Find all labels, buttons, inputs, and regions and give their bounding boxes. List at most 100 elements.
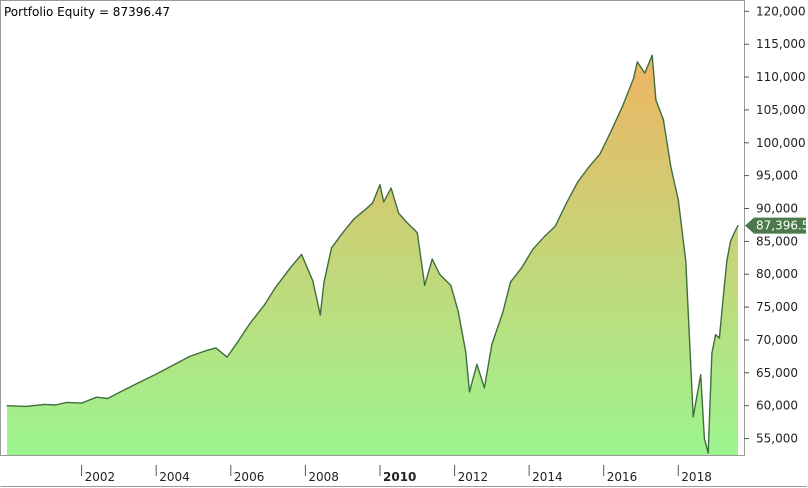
- x-tick-label: 2002: [85, 470, 116, 484]
- equity-point: [416, 232, 418, 234]
- y-tick-label: 95,000: [756, 169, 798, 183]
- equity-point: [424, 284, 426, 286]
- equity-point: [301, 253, 303, 256]
- x-tick-label: 2016: [607, 470, 638, 484]
- equity-point: [226, 356, 228, 358]
- equity-point: [692, 416, 694, 418]
- equity-point: [215, 347, 217, 349]
- equity-point: [43, 403, 45, 405]
- equity-point: [677, 199, 679, 201]
- y-tick-label: 55,000: [756, 432, 798, 446]
- equity-point: [107, 397, 109, 400]
- y-tick-label: 75,000: [756, 300, 798, 314]
- x-tick-label: 2010: [383, 470, 416, 484]
- equity-point: [118, 392, 120, 394]
- equity-point: [685, 260, 687, 262]
- equity-point: [577, 181, 579, 183]
- equity-point: [521, 267, 523, 269]
- equity-point: [703, 438, 706, 440]
- equity-point: [25, 405, 27, 407]
- equity-point: [651, 54, 653, 56]
- equity-point: [554, 225, 556, 227]
- equity-point: [491, 344, 493, 346]
- equity-point: [476, 363, 478, 365]
- equity-point: [81, 402, 83, 404]
- equity-point: [737, 225, 739, 227]
- y-tick-label: 90,000: [756, 202, 798, 216]
- equity-point: [610, 130, 612, 132]
- equity-point: [715, 334, 717, 336]
- equity-point: [136, 382, 139, 384]
- equity-point: [502, 311, 504, 313]
- equity-point: [66, 401, 68, 403]
- last-value-label: 87,396.5: [756, 219, 808, 233]
- equity-point: [274, 286, 277, 288]
- y-tick-label: 115,000: [756, 37, 806, 51]
- y-tick-label: 105,000: [756, 103, 806, 117]
- equity-point: [644, 72, 646, 74]
- equity-point: [670, 166, 672, 168]
- equity-point: [729, 240, 732, 242]
- equity-point: [543, 236, 545, 238]
- equity-point: [155, 373, 157, 375]
- equity-point: [54, 404, 57, 406]
- chart-title: Portfolio Equity = 87396.47: [4, 5, 170, 19]
- equity-point: [733, 232, 735, 234]
- equity-point: [483, 387, 485, 389]
- equity-area-fill: [7, 55, 738, 456]
- equity-point: [722, 298, 724, 300]
- y-tick-label: 70,000: [756, 333, 798, 347]
- equity-point: [312, 280, 314, 282]
- equity-point: [237, 340, 239, 342]
- equity-point: [633, 77, 635, 79]
- equity-point: [353, 218, 355, 220]
- equity-point: [289, 267, 291, 269]
- equity-point: [371, 202, 374, 204]
- equity-point: [405, 221, 407, 223]
- equity-point: [390, 187, 392, 189]
- equity-point: [379, 184, 381, 186]
- equity-point: [330, 247, 333, 249]
- y-tick-label: 110,000: [756, 70, 806, 84]
- equity-point: [319, 314, 321, 316]
- x-tick-label: 2006: [234, 470, 265, 484]
- equity-point: [662, 119, 665, 121]
- equity-point: [599, 153, 601, 155]
- x-tick-label: 2012: [458, 470, 489, 484]
- x-tick-label: 2004: [159, 470, 190, 484]
- equity-point: [342, 232, 344, 234]
- y-tick-label: 120,000: [756, 4, 806, 18]
- equity-point: [248, 323, 250, 325]
- area-layer: [6, 54, 739, 456]
- y-tick-label: 85,000: [756, 234, 798, 248]
- x-tick-label: 2014: [532, 470, 563, 484]
- equity-point: [95, 396, 98, 398]
- equity-point: [509, 281, 512, 283]
- equity-point: [174, 363, 176, 365]
- equity-point: [457, 311, 459, 313]
- last-value-tag: 87,396.5: [745, 217, 808, 234]
- equity-point: [263, 304, 265, 306]
- y-tick-label: 100,000: [756, 136, 806, 150]
- equity-point: [726, 260, 728, 262]
- equity-point: [431, 258, 433, 260]
- y-tick-label: 60,000: [756, 399, 798, 413]
- equity-point: [468, 391, 471, 393]
- equity-point: [532, 248, 534, 250]
- equity-point: [621, 106, 624, 108]
- equity-point: [588, 166, 590, 168]
- y-tick-label: 65,000: [756, 366, 798, 380]
- equity-point: [655, 99, 657, 101]
- equity-point: [364, 209, 366, 211]
- plot-frame: [0, 0, 745, 456]
- equity-point: [636, 61, 638, 63]
- equity-point: [465, 351, 467, 353]
- equity-point: [707, 452, 709, 454]
- x-tick-label: 2008: [308, 470, 339, 484]
- equity-point: [323, 281, 325, 283]
- equity-point: [439, 273, 441, 275]
- equity-point: [189, 355, 191, 357]
- equity-point: [450, 284, 452, 286]
